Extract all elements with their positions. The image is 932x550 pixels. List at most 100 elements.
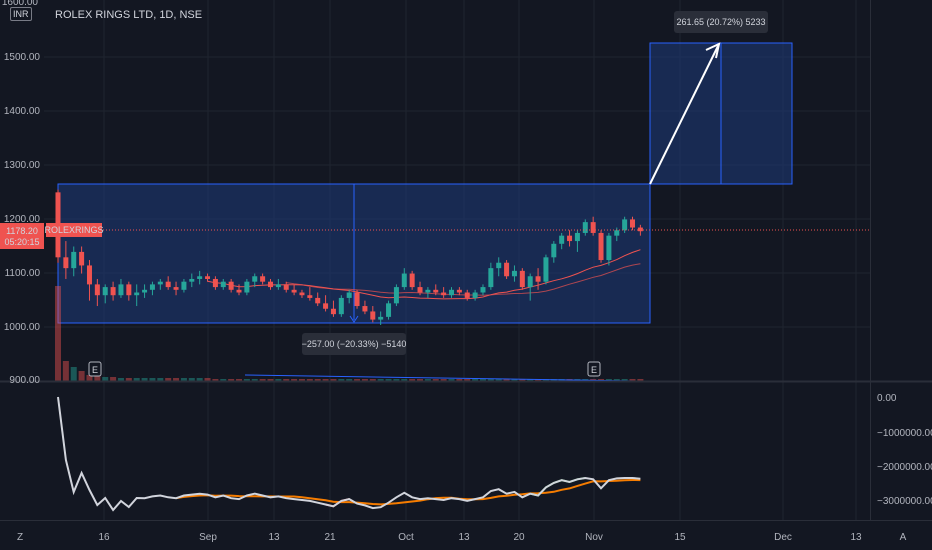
candle [79,246,85,274]
candle [441,287,447,298]
volume-bar [479,379,486,381]
candle [378,311,384,325]
trend-arrow-icon [705,42,721,59]
candle [362,300,368,315]
candle [433,284,439,296]
candle [142,284,148,298]
time-axis[interactable]: 16 Sep 13 21 Oct 13 20 Nov 15 Dec 13 [98,532,862,543]
candle [417,281,423,296]
volume-bar [267,379,274,381]
volume-bar [495,379,502,381]
candle [275,278,281,290]
price-axis-label: 1100.00 [5,268,41,279]
volume-bar [605,379,612,381]
candle [110,281,116,301]
candle [149,281,155,296]
volume-bar [228,379,235,381]
volume-bar [157,378,164,381]
volume-bar [330,379,337,381]
volume-bar [141,378,148,381]
volume-bar [464,379,471,381]
time-axis-label: 16 [98,532,110,543]
measure-down-tooltip: −257.00 (−20.33%) −5140 [302,333,406,355]
candle [370,306,376,323]
volume-bar [149,378,156,381]
price-axis-label: 1200.00 [4,214,41,225]
volume-bar [173,378,180,381]
volume-bar [409,379,416,381]
time-axis-label: 21 [324,532,336,543]
volume-bar [220,379,227,381]
currency-badge[interactable]: INR [10,7,32,21]
candle [472,289,478,301]
volume-bar [621,379,628,381]
volume-bar [165,378,172,381]
candle [338,295,344,317]
candle [244,278,250,296]
candle [496,257,502,277]
volume-bar [298,379,305,381]
volume-bar [401,379,408,381]
volume-bar [448,379,455,381]
candle [94,278,100,307]
symbol-title[interactable]: ROLEX RINGS LTD, 1D, NSE [55,9,203,21]
candle [409,270,415,290]
indicator-line [57,396,641,512]
candle [559,232,565,250]
volume-bar [283,379,290,381]
candle [315,292,321,307]
volume-bar [102,377,109,381]
log-scale-toggle[interactable]: Z [17,532,23,543]
candle [330,300,336,317]
volume-bar [361,379,368,381]
time-axis-label: 13 [458,532,470,543]
candle [456,287,462,296]
indicator-axis-label: −1000000.00 [877,428,932,439]
candle [346,289,352,304]
volume-bar [55,286,61,381]
candle [299,289,305,298]
earnings-marker[interactable]: E [88,361,102,377]
indicator-axis[interactable]: 0.00 −1000000.00 −2000000.00 −3000000.00 [877,393,932,507]
time-axis-label: Nov [585,532,603,543]
indicator-axis-label: 0.00 [877,393,897,404]
candle [157,278,163,290]
volume-bar [613,379,620,381]
candle [425,287,431,298]
candle [267,278,273,290]
time-axis-label: Oct [398,532,414,543]
candle [236,284,242,296]
volume-bar [243,379,250,381]
candle [567,230,573,247]
earnings-marker[interactable]: E [587,361,601,377]
volume-bar [291,379,298,381]
candle [165,276,171,290]
indicator-axis-label: −2000000.00 [877,462,932,473]
current-price-value: 1178.20 [6,226,38,236]
volume-bar [472,379,479,381]
price-axis-label: 1600.00 [2,0,39,8]
candle-countdown: 05:20:15 [4,237,39,247]
measure-up-tooltip: 261.65 (20.72%) 5233 [674,11,768,33]
candle [551,241,557,263]
trend-arrow-line[interactable] [649,45,719,185]
candle [606,232,612,266]
candle [126,281,132,301]
candle [622,216,628,233]
price-axis[interactable]: 1600.00 1500.00 1400.00 1300.00 1200.00 … [2,0,41,386]
volume-bar [519,379,526,381]
candle [283,281,289,293]
auto-scale-toggle[interactable]: A [900,532,907,543]
volume-bar [637,379,644,381]
time-axis-label: 13 [268,532,280,543]
volume-bar [204,378,211,381]
candle [102,284,108,304]
candlestick-series[interactable] [55,189,643,325]
volume-bar [314,379,321,381]
volume-bar [133,378,140,381]
symbol-price-label: ROLEXRINGS [44,225,103,235]
volume-bar [346,379,353,381]
indicator-ma-line [175,478,641,506]
candle [118,278,124,298]
